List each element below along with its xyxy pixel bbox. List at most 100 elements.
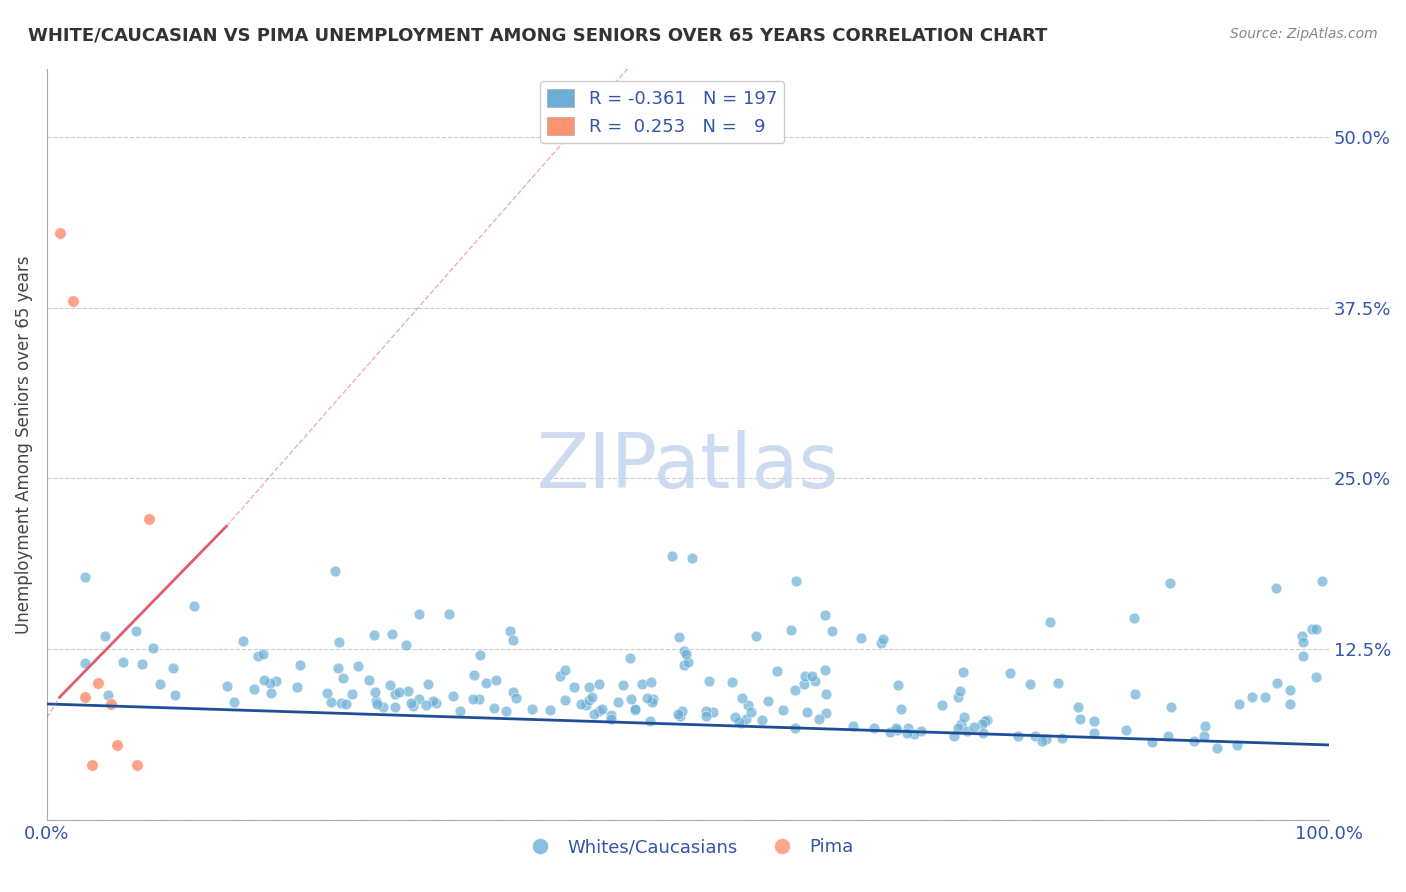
Point — [976, 713, 998, 727]
Point — [1226, 738, 1249, 752]
Point — [737, 698, 759, 713]
Point — [340, 688, 363, 702]
Point — [643, 692, 665, 706]
Point — [422, 694, 444, 708]
Point — [1024, 729, 1046, 743]
Point — [461, 692, 484, 706]
Point — [942, 729, 965, 743]
Point — [142, 641, 165, 656]
Point — [112, 655, 135, 669]
Point — [449, 704, 471, 718]
Point — [162, 661, 184, 675]
Point — [48, 226, 70, 240]
Point — [495, 704, 517, 718]
Point — [702, 706, 724, 720]
Point — [1046, 676, 1069, 690]
Point — [740, 706, 762, 720]
Point — [672, 657, 695, 672]
Point — [606, 695, 628, 709]
Point — [890, 702, 912, 716]
Point — [259, 676, 281, 690]
Point — [1265, 581, 1288, 595]
Point — [1125, 687, 1147, 701]
Point — [884, 721, 907, 735]
Point — [730, 716, 752, 731]
Point — [1031, 733, 1053, 747]
Point — [695, 709, 717, 723]
Point — [804, 674, 827, 689]
Point — [1305, 670, 1327, 684]
Point — [1279, 683, 1302, 698]
Point — [105, 738, 128, 752]
Point — [872, 632, 894, 647]
Point — [371, 700, 394, 714]
Point — [681, 550, 703, 565]
Point — [232, 633, 254, 648]
Point — [1157, 730, 1180, 744]
Point — [138, 512, 160, 526]
Point — [418, 677, 440, 691]
Point — [97, 688, 120, 702]
Point — [163, 688, 186, 702]
Point — [554, 663, 576, 677]
Point — [332, 671, 354, 685]
Point — [591, 702, 613, 716]
Point — [441, 689, 464, 703]
Point — [1140, 734, 1163, 748]
Point — [623, 702, 645, 716]
Point — [974, 714, 997, 729]
Point — [578, 680, 600, 694]
Point — [948, 690, 970, 704]
Point — [408, 691, 430, 706]
Point — [950, 716, 973, 731]
Point — [1267, 676, 1289, 690]
Point — [1083, 714, 1105, 728]
Point — [554, 692, 576, 706]
Point — [415, 698, 437, 712]
Point — [1182, 734, 1205, 748]
Point — [952, 665, 974, 680]
Point — [1194, 719, 1216, 733]
Point — [619, 651, 641, 665]
Point — [80, 758, 103, 772]
Point — [319, 695, 342, 709]
Point — [264, 673, 287, 688]
Point — [439, 607, 461, 621]
Point — [357, 673, 380, 688]
Point — [468, 648, 491, 663]
Point — [328, 635, 350, 649]
Point — [814, 608, 837, 623]
Point — [800, 669, 823, 683]
Point — [766, 664, 789, 678]
Point — [783, 683, 806, 698]
Point — [131, 657, 153, 671]
Point — [323, 564, 346, 578]
Point — [735, 712, 758, 726]
Point — [814, 706, 837, 720]
Point — [821, 624, 844, 638]
Point — [783, 722, 806, 736]
Point — [870, 636, 893, 650]
Point — [100, 697, 122, 711]
Point — [364, 693, 387, 707]
Point — [697, 673, 720, 688]
Point — [946, 721, 969, 735]
Point — [1301, 622, 1323, 636]
Point — [396, 683, 419, 698]
Point — [326, 661, 349, 675]
Point — [125, 758, 148, 772]
Point — [62, 293, 84, 308]
Point — [363, 628, 385, 642]
Point — [638, 714, 661, 728]
Point — [998, 665, 1021, 680]
Point — [505, 691, 527, 706]
Point — [468, 692, 491, 706]
Point — [366, 697, 388, 711]
Point — [285, 680, 308, 694]
Point — [1159, 576, 1181, 591]
Point — [588, 704, 610, 718]
Point — [425, 696, 447, 710]
Point — [780, 623, 803, 637]
Point — [1292, 635, 1315, 649]
Text: ZIPatlas: ZIPatlas — [537, 430, 839, 504]
